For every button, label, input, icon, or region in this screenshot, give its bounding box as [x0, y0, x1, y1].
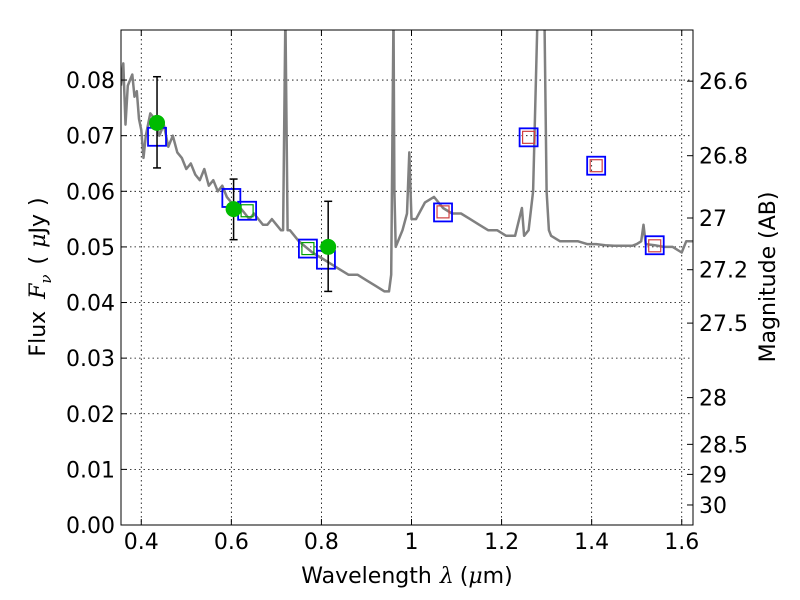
y-tick-label: 0.01: [66, 458, 115, 483]
y2-tick-label: 27.5: [699, 312, 748, 337]
y-tick-label: 0.03: [66, 347, 115, 372]
observed-point: [320, 238, 337, 255]
model-photometry-box: [644, 235, 665, 256]
y-tick-label: 0.04: [66, 292, 115, 317]
grid: [121, 30, 693, 525]
nir-photometry-box: [436, 205, 450, 219]
error-bars: [149, 75, 337, 293]
x-tick-label: 1.6: [664, 530, 699, 555]
sed-model-line: [121, 30, 693, 293]
x-tick-label: 0.4: [124, 530, 159, 555]
plot-frame: [120, 29, 694, 526]
y-axis-right: 26.6 26.8 27 27.2 27.5 28 28.5 29 30: [687, 70, 748, 519]
observed-point: [225, 201, 242, 218]
observed-point: [149, 114, 166, 131]
model-photometry-box: [433, 202, 453, 223]
y-tick-label: 0.00: [66, 514, 115, 539]
x-tick-label: 1.4: [574, 530, 609, 555]
model-photometry-box: [298, 238, 318, 259]
y2-tick-label: 28: [699, 387, 727, 412]
nir-photometry-box: [522, 130, 536, 144]
y2-tick-label: 26.8: [699, 145, 748, 170]
y2-tick-label: 28.5: [699, 433, 748, 458]
y2-tick-label: 27.2: [699, 259, 748, 284]
x-tick-label: 1.2: [484, 530, 519, 555]
x-tick-label: 1: [405, 530, 419, 555]
y-tick-label: 0.06: [66, 180, 115, 205]
y-tick-label: 0.07: [66, 125, 115, 150]
x-tick-label: 0.6: [214, 530, 249, 555]
y-tick-label: 0.02: [66, 403, 115, 428]
y2-tick-label: 26.6: [699, 70, 748, 95]
y-tick-label: 0.05: [66, 236, 115, 261]
y2-axis-label: Magnitude (AB): [756, 192, 781, 363]
model-photometry-box: [518, 127, 539, 148]
y2-tick-label: 27: [699, 207, 727, 232]
nir-photometry-box: [589, 159, 603, 173]
x-tick-label: 0.8: [304, 530, 339, 555]
plot-background: [121, 30, 693, 525]
y2-tick-label: 29: [699, 463, 727, 488]
x-axis-label: Wavelength λ (μm): [301, 564, 512, 589]
y2-tick-label: 30: [699, 494, 727, 519]
model-photometry-box: [586, 155, 607, 176]
optical-photometry-box: [301, 241, 315, 256]
y-axis-label: FluxFν(μJy): [26, 197, 55, 356]
y-tick-label: 0.08: [66, 69, 115, 94]
y-axis-left: 0.00 0.01 0.02 0.03 0.04 0.05 0.06 0.07 0.08: [66, 69, 127, 539]
x-axis: 0.4 0.6 0.8 1 1.2 1.4 1.6: [124, 30, 699, 555]
nir-photometry-box: [648, 239, 662, 253]
